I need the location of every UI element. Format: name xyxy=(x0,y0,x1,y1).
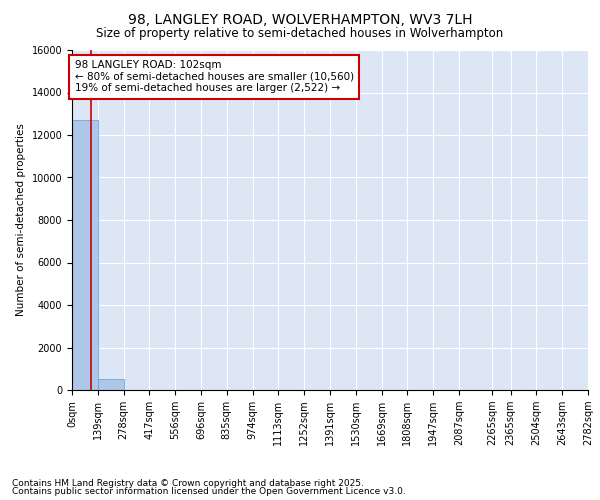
Y-axis label: Number of semi-detached properties: Number of semi-detached properties xyxy=(16,124,26,316)
Bar xyxy=(98,378,124,390)
Text: 98 LANGLEY ROAD: 102sqm
← 80% of semi-detached houses are smaller (10,560)
19% o: 98 LANGLEY ROAD: 102sqm ← 80% of semi-de… xyxy=(74,60,354,94)
Text: 98, LANGLEY ROAD, WOLVERHAMPTON, WV3 7LH: 98, LANGLEY ROAD, WOLVERHAMPTON, WV3 7LH xyxy=(128,12,472,26)
Bar xyxy=(72,120,98,390)
Text: Contains HM Land Registry data © Crown copyright and database right 2025.: Contains HM Land Registry data © Crown c… xyxy=(12,478,364,488)
Text: Contains public sector information licensed under the Open Government Licence v3: Contains public sector information licen… xyxy=(12,487,406,496)
Text: Size of property relative to semi-detached houses in Wolverhampton: Size of property relative to semi-detach… xyxy=(97,28,503,40)
